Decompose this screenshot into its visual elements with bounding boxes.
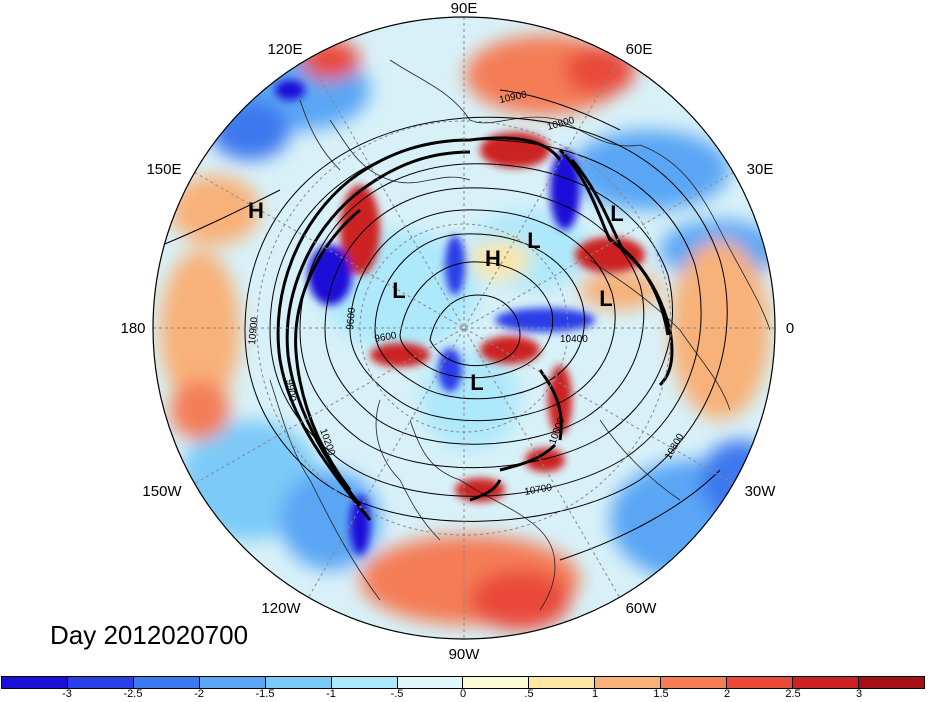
- lon-label-30e: 30E: [747, 161, 774, 178]
- colorbar-box: [397, 677, 464, 688]
- colorbar-tick-label: 0: [459, 688, 467, 700]
- colorbar-box: [2, 677, 68, 688]
- contour-label: 10400: [560, 334, 588, 345]
- colorbar-box: [793, 677, 859, 688]
- graticule: [153, 17, 775, 639]
- colorbar-box: [463, 677, 530, 688]
- colorbar-tick-label: -.5: [390, 688, 404, 700]
- contour-label: 10700: [524, 482, 554, 498]
- lon-label-150e: 150E: [146, 161, 181, 178]
- colorbar-tick-label: .5: [524, 688, 534, 700]
- contour-label: 9600: [374, 330, 398, 345]
- colorbar-ticks: -3 -2.5 -2 -1.5 -1 -.5 0 .5 1 1.5 2 2.5 3: [1, 688, 925, 702]
- colorbar-tick-label: 3: [855, 688, 863, 700]
- colorbar-tick-label: 2: [723, 688, 731, 700]
- colorbar-tick-label: -2: [194, 688, 204, 700]
- lon-label-150w: 150W: [142, 483, 182, 500]
- plot-title: Day 2012020700: [50, 620, 249, 650]
- colorbar-tick-label: 2.5: [785, 688, 801, 700]
- colorbar-box: [858, 677, 924, 688]
- contour-label: 9900: [283, 379, 298, 403]
- lon-label-0: 0: [786, 320, 794, 337]
- lon-label-30w: 30W: [745, 483, 777, 500]
- colorbar-box: [331, 677, 398, 688]
- high-center: H: [248, 198, 264, 223]
- colorbar-box: [661, 677, 728, 688]
- high-center: H: [485, 246, 501, 271]
- low-center: L: [470, 370, 483, 395]
- colorbar-tick-label: -3: [62, 688, 72, 700]
- pressure-centers: H H L L L L L: [248, 198, 624, 395]
- map-boundary: [152, 16, 776, 640]
- anomaly-field: [153, 17, 775, 639]
- lon-label-60e: 60E: [626, 41, 653, 58]
- colorbar-tick-label: -2.5: [123, 688, 143, 700]
- coastlines: [269, 59, 771, 611]
- lon-label-60w: 60W: [626, 600, 658, 617]
- colorbar-box: [199, 677, 266, 688]
- colorbar-tick-label: -1.5: [255, 688, 275, 700]
- low-center: L: [527, 228, 540, 253]
- low-center: L: [610, 201, 623, 226]
- colorbar-box: [133, 677, 200, 688]
- contour-label: 9600: [345, 307, 358, 331]
- colorbar-box: [529, 677, 596, 688]
- contour-label: 10900: [247, 316, 260, 345]
- colorbar: [1, 676, 925, 689]
- colorbar-tick-label: 1.5: [653, 688, 669, 700]
- longitude-labels: 90E 60E 30E 0 30W 60W 90W 120W 150W 180 …: [120, 0, 794, 663]
- colorbar-box: [67, 677, 134, 688]
- lon-label-90w: 90W: [449, 646, 481, 663]
- colorbar-box: [727, 677, 794, 688]
- lon-label-90e: 90E: [451, 0, 478, 17]
- jet-contours: [276, 136, 674, 521]
- colorbar-box: [265, 677, 332, 688]
- lon-label-180: 180: [120, 320, 145, 337]
- low-center: L: [392, 278, 405, 303]
- colorbar-tick-label: -1: [326, 688, 336, 700]
- low-center: L: [599, 286, 612, 311]
- colorbar-box: [595, 677, 662, 688]
- lon-label-120e: 120E: [267, 41, 302, 58]
- lon-label-120w: 120W: [261, 600, 301, 617]
- colorbar-tick-label: 1: [591, 688, 599, 700]
